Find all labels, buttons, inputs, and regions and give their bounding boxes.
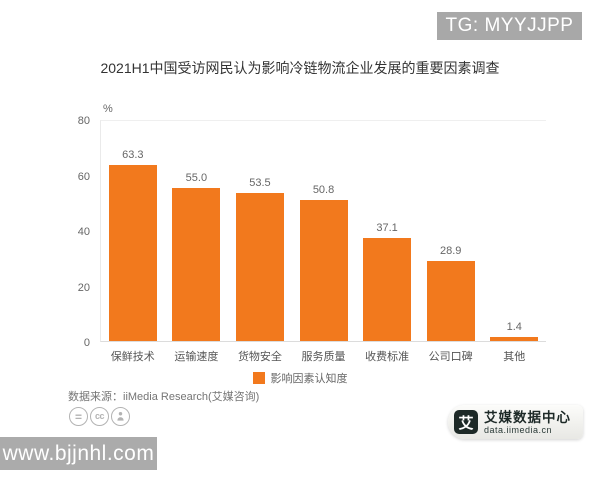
x-axis-category-label: 运输速度 (174, 351, 219, 363)
plot-area: 63.3 保鲜技术 55.0 运输速度 53.5 货物安全 50.8 服务质量 37.1 收费标准… (100, 120, 546, 363)
legend-swatch-icon (252, 372, 265, 384)
bar (363, 238, 412, 341)
cc-equals-icon: = (69, 407, 88, 426)
bar-slot: 1.4 其他 (482, 121, 546, 363)
y-axis-tick-label: 0 (83, 337, 90, 349)
iimedia-logo-icon: 艾 (454, 410, 478, 434)
x-axis-category-label: 货物安全 (237, 351, 282, 363)
bar-slot: 37.1 收费标准 (355, 121, 419, 363)
x-axis-category-label: 收费标准 (365, 351, 410, 363)
bar-value-label: 63.3 (122, 149, 144, 162)
bar-value-label: 37.1 (376, 222, 398, 235)
data-source-note: 数据来源：iiMedia Research(艾媒咨询) (68, 391, 260, 403)
iimedia-logo: 艾 艾媒数据中心 data.iimedia.cn (448, 405, 583, 439)
cc-license-icons: = cc (69, 407, 130, 426)
x-axis-category-label: 公司口碑 (428, 351, 473, 363)
bar-slot: 28.9 公司口碑 (419, 121, 483, 363)
bar (172, 188, 221, 341)
bar-value-label: 53.5 (249, 176, 271, 189)
bar-slot: 53.5 货物安全 (228, 121, 292, 363)
y-axis: 0 20 40 60 80 (58, 115, 96, 349)
bar (490, 337, 539, 341)
y-axis-tick-label: 60 (77, 170, 90, 183)
bar (299, 200, 348, 341)
site-watermark: www.bjjnhl.com (0, 437, 157, 470)
bar-value-label: 1.4 (506, 321, 522, 334)
y-axis-tick-label: 40 (77, 226, 90, 238)
x-axis-category-label: 服务质量 (301, 351, 346, 363)
cc-logo-icon: cc (90, 407, 109, 426)
iimedia-logo-name: 艾媒数据中心 (484, 409, 571, 425)
tg-watermark-label: TG: MYYJJPP (437, 12, 582, 40)
chart-title: 2021H1中国受访网民认为影响冷链物流企业发展的重要因素调查 (100, 60, 500, 76)
person-glyph (117, 412, 124, 421)
y-axis-tick-label: 80 (77, 115, 90, 127)
bar-value-label: 55.0 (185, 172, 208, 185)
cc-person-icon (111, 407, 130, 426)
bar (108, 165, 157, 341)
legend-label: 影响因素认知度 (270, 373, 348, 385)
iimedia-logo-text: 艾媒数据中心 data.iimedia.cn (484, 410, 571, 435)
iimedia-logo-url: data.iimedia.cn (484, 424, 553, 435)
cc-logo-glyph: cc (94, 411, 105, 421)
x-axis-category-label: 其他 (503, 351, 526, 363)
chart-legend: 影响因素认知度 (0, 370, 600, 386)
bar-slot: 55.0 运输速度 (165, 121, 229, 363)
x-axis-category-label: 保鲜技术 (110, 351, 155, 363)
bar (426, 260, 475, 341)
y-axis-tick-label: 20 (77, 281, 90, 294)
bar-value-label: 50.8 (312, 184, 335, 197)
bar-slot: 50.8 服务质量 (292, 121, 356, 363)
cc-equals-glyph: = (74, 409, 82, 424)
bar-value-label: 28.9 (439, 244, 462, 257)
bar (235, 192, 284, 341)
bar-slot: 63.3 保鲜技术 (101, 121, 165, 363)
y-axis-unit-label: % (103, 103, 113, 115)
